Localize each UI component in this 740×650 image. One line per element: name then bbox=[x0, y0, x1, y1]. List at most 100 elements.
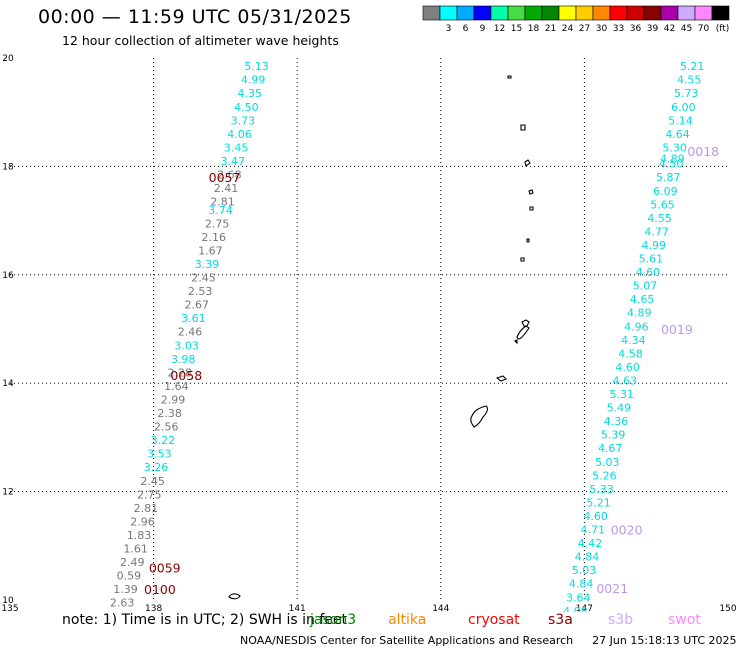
wave-height-label-west: 5.13 bbox=[244, 60, 269, 73]
wave-height-label-west: 3.26 bbox=[144, 461, 169, 474]
wave-height-label-east: 5.39 bbox=[601, 429, 626, 442]
note-text: note: 1) Time is in UTC; 2) SWH is in fe… bbox=[62, 612, 348, 628]
land-outline bbox=[524, 159, 531, 167]
land-outline bbox=[495, 375, 507, 382]
colorbar-label: 70 bbox=[698, 24, 710, 34]
track-time-label: 0059 bbox=[149, 560, 181, 575]
wave-height-label-east: 5.21 bbox=[680, 60, 705, 73]
wave-height-label-west: 3.47 bbox=[221, 155, 246, 168]
colorbar-label: 36 bbox=[630, 24, 642, 34]
note-bar: note: 1) Time is in UTC; 2) SWH is in fe… bbox=[62, 612, 701, 628]
wave-height-label-east: 5.49 bbox=[607, 402, 632, 415]
wave-height-label-east: 4.08 bbox=[563, 605, 588, 612]
wave-height-label-west: 3.61 bbox=[181, 312, 206, 325]
wave-height-label-west: 4.06 bbox=[227, 128, 252, 141]
track-time-label: 0020 bbox=[611, 523, 643, 538]
wave-height-label-east: 5.31 bbox=[610, 388, 635, 401]
footer-timestamp: 27 Jun 15:18:13 UTC 2025 bbox=[592, 634, 737, 647]
wave-height-label-west: 1.61 bbox=[123, 543, 148, 556]
wave-height-label-west: 1.67 bbox=[198, 244, 223, 257]
wave-height-label-west: 2.45 bbox=[140, 475, 165, 488]
wave-height-label-west: 3.74 bbox=[208, 204, 233, 217]
wave-height-label-east: 5.30 bbox=[662, 141, 687, 154]
satellite-legend-cryosat: cryosat bbox=[468, 612, 520, 628]
lon-tick-label: 135 bbox=[1, 604, 18, 612]
lat-tick-label: 20 bbox=[2, 54, 14, 64]
land-outline bbox=[520, 257, 525, 262]
land-outline bbox=[528, 189, 534, 195]
wave-height-label-east: 4.34 bbox=[621, 334, 646, 347]
wave-height-label-east: 6.09 bbox=[653, 185, 678, 198]
satellite-legend-jason3: jason3 bbox=[310, 612, 357, 628]
wave-height-label-east: 5.87 bbox=[656, 171, 681, 184]
wave-height-label-east: 3.64 bbox=[566, 591, 591, 604]
colorbar-label: 33 bbox=[613, 24, 624, 34]
land-outline bbox=[516, 325, 530, 340]
wave-height-label-west: 2.28 bbox=[168, 366, 193, 379]
altimeter-map: 135 138 141 144 147 1502018161412105.134.994.… bbox=[1, 54, 736, 612]
wave-height-label-west: 2.38 bbox=[157, 407, 182, 420]
track-time-label: 0058 bbox=[170, 368, 202, 383]
wave-height-label-east: 4.89 bbox=[627, 307, 652, 320]
lat-tick-label: 16 bbox=[2, 271, 14, 281]
wave-height-label-east: 4.65 bbox=[630, 293, 655, 306]
lon-tick-label: 138 bbox=[145, 604, 162, 612]
wave-height-label-west: 2.63 bbox=[106, 610, 131, 612]
track-time-label: 0021 bbox=[596, 581, 628, 596]
wave-height-label-east: 5.14 bbox=[668, 114, 693, 127]
wave-height-label-east: 5.33 bbox=[589, 483, 614, 496]
wave-height-label-west: 3.98 bbox=[171, 353, 196, 366]
wave-height-label-west: 2.68 bbox=[217, 169, 242, 182]
wave-height-label-west: 4.99 bbox=[241, 74, 266, 87]
map-subtitle: 12 hour collection of altimeter wave hei… bbox=[62, 33, 339, 48]
wave-height-label-west: 2.96 bbox=[130, 515, 155, 528]
wave-height-label-east: 4.58 bbox=[618, 347, 643, 360]
colorbar-label: 3 bbox=[446, 24, 452, 34]
wave-height-label-west: 3.39 bbox=[195, 258, 220, 271]
wave-height-label-west: 2.45 bbox=[191, 272, 216, 285]
wave-height-label-west: 3.03 bbox=[174, 339, 199, 352]
colorbar-label: 27 bbox=[579, 24, 590, 34]
land-outline bbox=[529, 206, 534, 211]
satellite-legend-s3b: s3b bbox=[608, 612, 634, 628]
wave-height-colorbar: 3 6 9 12 15 18 21 24 27 30 33 36 39 42 45 70 (ft) bbox=[422, 5, 730, 34]
land-outline bbox=[526, 238, 530, 243]
wave-height-label-west: 2.67 bbox=[185, 299, 210, 312]
track-time-label: 0057 bbox=[209, 170, 241, 185]
wave-height-label-east: 4.55 bbox=[677, 74, 702, 87]
colorbar-label: 9 bbox=[480, 24, 486, 34]
lat-tick-label: 18 bbox=[2, 162, 14, 172]
lat-tick-label: 12 bbox=[2, 488, 13, 498]
wave-height-label-east: 4.36 bbox=[604, 415, 629, 428]
wave-height-label-east: 6.00 bbox=[671, 101, 696, 114]
wave-height-label-east: 4.71 bbox=[581, 524, 606, 537]
wave-height-label-west: 4.50 bbox=[234, 101, 259, 114]
wave-height-label-west: 2.46 bbox=[178, 326, 203, 339]
wave-height-label-east: 5.61 bbox=[639, 253, 664, 266]
wave-height-label-west: 3.22 bbox=[151, 434, 176, 447]
wave-height-label-east: 4.89 bbox=[660, 152, 685, 165]
wave-height-label-east: 5.26 bbox=[592, 469, 617, 482]
wave-height-label-east: 5.07 bbox=[633, 280, 658, 293]
wave-height-label-west: 2.99 bbox=[161, 393, 186, 406]
wave-height-label-west: 3.45 bbox=[224, 141, 249, 154]
satellite-legend-swot: swot bbox=[668, 612, 701, 628]
lat-tick-label: 14 bbox=[2, 379, 14, 389]
wave-height-label-east: 4.60 bbox=[583, 510, 608, 523]
wave-height-label-west: 2.16 bbox=[201, 231, 226, 244]
wave-height-label-west: 0.59 bbox=[117, 570, 142, 583]
lat-tick-label: 10 bbox=[2, 596, 14, 606]
wave-height-label-east: 4.63 bbox=[612, 374, 637, 387]
land-outline bbox=[514, 339, 518, 345]
colorbar-label: 24 bbox=[562, 24, 574, 34]
satellite-legend-s3a: s3a bbox=[548, 612, 573, 628]
wave-height-label-west: 2.41 bbox=[214, 182, 239, 195]
wave-height-label-east: 4.42 bbox=[578, 537, 603, 550]
wave-height-label-west: 2.75 bbox=[137, 488, 162, 501]
wave-height-label-west: 2.81 bbox=[134, 502, 159, 515]
wave-height-label-west: 3.73 bbox=[231, 114, 256, 127]
wave-height-label-west: 2.56 bbox=[154, 421, 179, 434]
wave-height-label-east: 4.60 bbox=[615, 361, 640, 374]
colorbar-label: 15 bbox=[511, 24, 522, 34]
land-outline bbox=[228, 593, 241, 600]
